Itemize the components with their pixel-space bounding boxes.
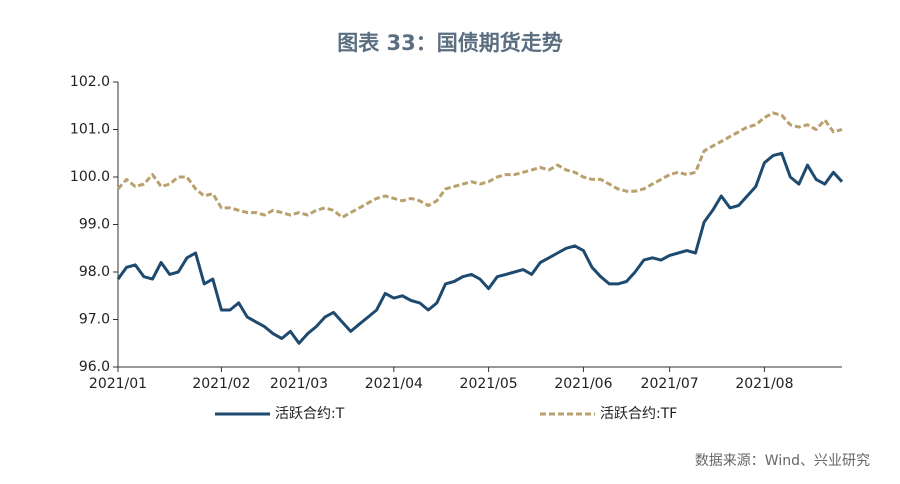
y-tick-label: 97.0 (79, 312, 110, 328)
source-note: 数据来源：Wind、兴业研究 (695, 453, 870, 469)
y-tick-label: 98.0 (79, 264, 110, 280)
chart-title: 图表 33：国债期货走势 (337, 31, 563, 55)
x-tick-label: 2021/05 (460, 376, 518, 392)
x-tick-label: 2021/08 (735, 376, 793, 392)
legend-label: 活跃合约:TF (600, 406, 677, 422)
legend-label: 活跃合约:T (275, 406, 345, 422)
y-tick-label: 101.0 (70, 122, 110, 138)
x-tick-label: 2021/06 (554, 376, 612, 392)
y-tick-label: 96.0 (79, 359, 110, 375)
series-line (116, 151, 844, 345)
series-line (116, 111, 843, 219)
x-tick-label: 2021/02 (192, 376, 250, 392)
x-tick-label: 2021/07 (641, 376, 699, 392)
x-tick-label: 2021/04 (365, 376, 423, 392)
x-tick-label: 2021/03 (270, 376, 328, 392)
y-tick-label: 102.0 (70, 74, 110, 90)
x-tick-label: 2021/01 (89, 376, 147, 392)
y-tick-label: 100.0 (70, 169, 110, 185)
y-tick-label: 99.0 (79, 217, 110, 233)
